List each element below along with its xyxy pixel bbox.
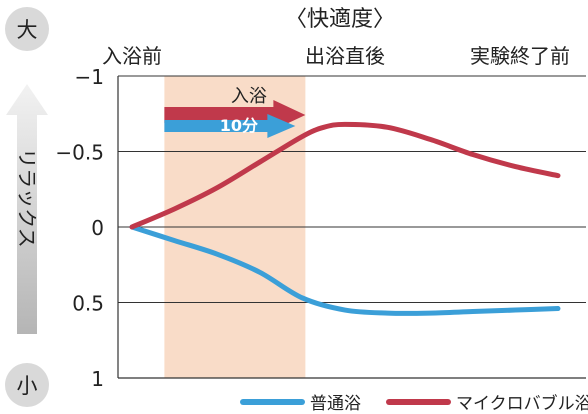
y-tick-label-1: −0.5 [55,141,104,165]
legend-label-1: マイクロバブル浴 [456,393,588,414]
bottom-label: 小 [17,374,38,398]
y-tick-label-4: 1 [91,367,104,391]
y-tick-label-0: −1 [75,65,104,89]
series-line-1 [129,121,561,230]
y-tick-label-3: 0.5 [72,292,104,316]
top-label-circle [5,7,49,51]
x-tick-labels: 入浴前 出浴直後 実験終了前 [102,44,570,68]
legend: 普通浴 マイクロバブル浴 [240,393,588,414]
relax-arrow-label: リラックス [15,148,39,247]
bottom-label-circle [5,363,49,407]
y-tick-labels: −1 −0.5 0 0.5 1 [55,65,104,391]
relax-arrow [6,84,48,334]
x-tick-label-1: 出浴直後 [305,44,385,68]
grid-lines [118,75,586,303]
bath-arrow-blue [164,114,296,138]
x-tick-label-0: 入浴前 [102,44,162,68]
bath-duration-label: 10分 [220,116,258,135]
legend-label-0: 普通浴 [310,394,361,414]
x-tick-label-2: 実験終了前 [470,44,570,68]
y-tick-label-2: 0 [91,216,104,240]
series-lines [129,121,561,316]
bath-label: 入浴 [231,86,267,107]
top-label: 大 [17,18,38,42]
chart-title: 〈快適度〉 [285,7,395,32]
